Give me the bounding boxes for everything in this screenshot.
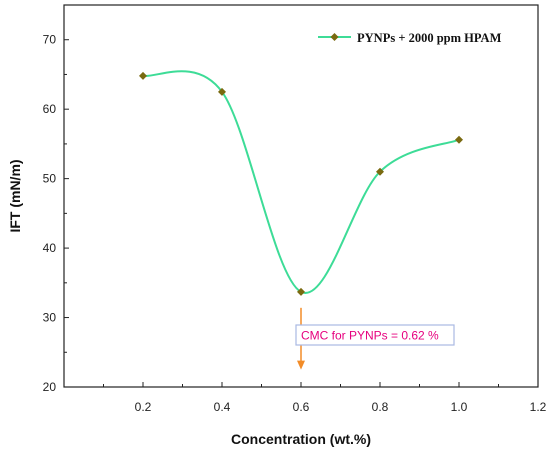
x-tick-label: 1.2	[530, 400, 547, 414]
y-tick-label: 30	[43, 311, 57, 325]
x-axis: 0.2 0.4 0.6 0.8 1.0 1.2	[103, 382, 547, 414]
y-tick-label: 40	[43, 241, 57, 255]
y-axis-title: IFT (mN/m)	[7, 159, 23, 232]
legend-label: PYNPs + 2000 ppm HPAM	[357, 31, 502, 45]
annotation-arrow-head	[297, 360, 305, 370]
data-point-marker	[376, 167, 384, 176]
legend-marker-swatch	[330, 33, 339, 41]
annotation: CMC for PYNPs = 0.62 %	[295, 307, 455, 370]
annotation-box	[295, 324, 455, 346]
y-tick-label: 60	[43, 102, 57, 116]
y-tick-label: 50	[43, 172, 57, 186]
x-tick-label: 0.6	[293, 400, 310, 414]
annotation-text: CMC for PYNPs = 0.62 %	[301, 329, 439, 343]
data-point-marker	[139, 71, 147, 80]
series-layer	[139, 70, 463, 296]
x-tick-label: 1.0	[451, 400, 468, 414]
y-axis: 20 30 40 50 60 70	[43, 33, 69, 394]
data-point-marker	[218, 87, 226, 96]
x-axis-title: Concentration (wt.%)	[231, 431, 371, 447]
x-tick-label: 0.2	[135, 400, 152, 414]
x-tick-label: 0.8	[372, 400, 389, 414]
legend: PYNPs + 2000 ppm HPAM	[318, 31, 502, 45]
data-point-marker	[455, 135, 463, 144]
data-point-marker	[297, 287, 305, 296]
series-line	[142, 70, 460, 294]
x-tick-label: 0.4	[214, 400, 231, 414]
y-tick-label: 70	[43, 33, 57, 47]
y-tick-label: 20	[43, 380, 57, 394]
